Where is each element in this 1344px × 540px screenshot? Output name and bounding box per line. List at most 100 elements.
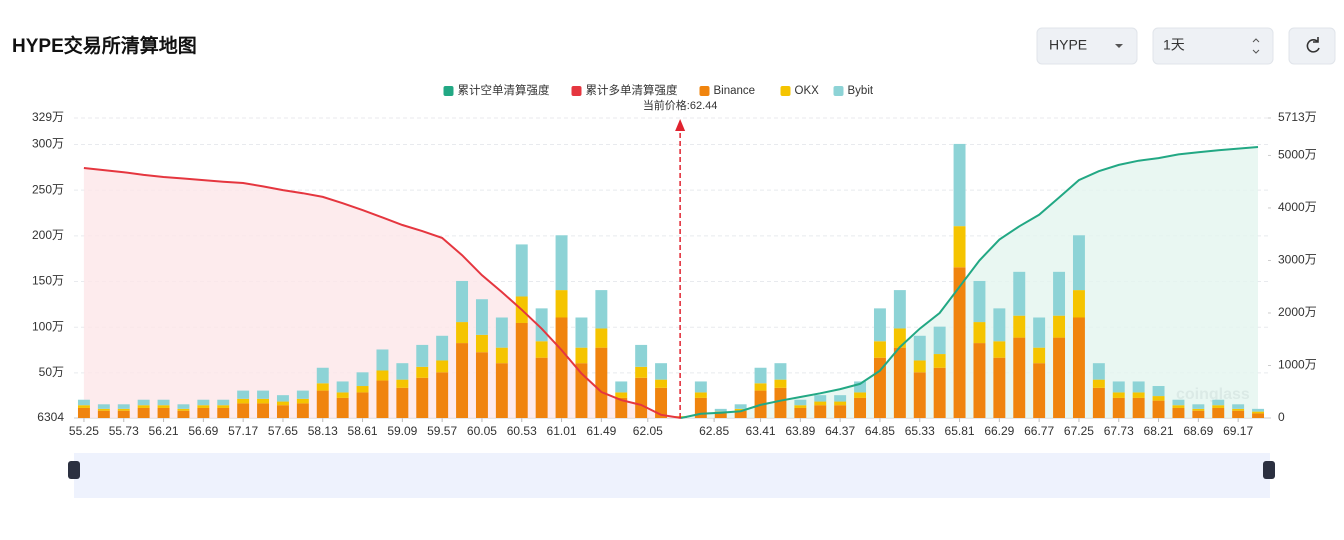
bar-segment (1172, 405, 1185, 408)
bar-segment (873, 308, 886, 342)
x-tick-label: 56.21 (149, 424, 179, 438)
bar-segment (97, 404, 110, 409)
bar-segment (893, 328, 906, 348)
bar-segment (217, 405, 230, 408)
bar-segment (336, 397, 349, 418)
bar-segment (436, 360, 449, 373)
bar-segment (1252, 411, 1265, 414)
bar-segment (296, 403, 309, 418)
bar-segment (655, 387, 668, 418)
bar-segment (416, 366, 429, 378)
bar-segment (197, 399, 210, 406)
x-tick-label: 64.37 (825, 424, 855, 438)
y-tick-label: 50万 (39, 365, 64, 379)
bar-segment (356, 392, 369, 418)
bar-segment (734, 408, 747, 411)
bar-segment (774, 379, 787, 388)
bar-segment (1152, 386, 1165, 397)
bar-segment (635, 377, 648, 418)
bar-segment (595, 328, 608, 348)
x-tick-label: 68.69 (1183, 424, 1213, 438)
y-tick-label: 100万 (32, 319, 64, 333)
bar-segment (993, 308, 1006, 342)
bar-segment (77, 405, 90, 408)
interval-value: 1天 (1163, 37, 1185, 53)
bar-segment (495, 363, 508, 418)
bar-segment (794, 399, 807, 406)
bar-segment (1132, 397, 1145, 418)
bar-segment (1172, 399, 1185, 406)
bar-segment (177, 410, 190, 418)
bar-segment (714, 413, 727, 418)
bar-segment (1053, 337, 1066, 418)
bar-segment (396, 363, 409, 380)
current-price-label: 当前价格:62.44 (643, 98, 718, 112)
bar-segment (933, 326, 946, 355)
bar-segment (734, 410, 747, 418)
x-tick-label: 66.77 (1024, 424, 1054, 438)
interval-select[interactable] (1152, 27, 1274, 65)
symbol-value: HYPE (1049, 37, 1087, 53)
bar-segment (1152, 400, 1165, 418)
bar-segment (475, 334, 488, 353)
bar-segment (814, 401, 827, 406)
bar-segment (774, 387, 787, 418)
bar-segment (117, 410, 130, 418)
bar-segment (475, 352, 488, 418)
nav-handle-left[interactable] (68, 461, 80, 479)
line (680, 146, 1259, 419)
bar-segment (1033, 363, 1046, 418)
bar-segment (794, 407, 807, 418)
x-tick-label: 67.73 (1104, 424, 1134, 438)
x-tick-label: 56.69 (188, 424, 218, 438)
x-tick-label: 63.89 (785, 424, 815, 438)
bar-segment (137, 399, 150, 406)
bar-segment (515, 244, 528, 297)
bar-segment (1192, 408, 1205, 411)
bar-segment (913, 372, 926, 418)
nav-handle-right[interactable] (1263, 461, 1275, 479)
bar-segment (1072, 290, 1085, 318)
bar-segment (117, 404, 130, 409)
bar-segment (834, 395, 847, 402)
refresh-button[interactable] (1288, 27, 1336, 65)
bar-segment (117, 408, 130, 411)
symbol-select[interactable] (1036, 27, 1138, 65)
bar-segment (635, 366, 648, 378)
current-price-arrow (675, 119, 686, 131)
legend-swatch (780, 86, 791, 96)
bar-segment (694, 381, 707, 393)
bar-segment (416, 344, 429, 367)
bar-segment (734, 404, 747, 409)
bar-segment (356, 372, 369, 387)
bar-segment (535, 341, 548, 358)
bar-segment (137, 407, 150, 418)
bar-segment (217, 407, 230, 418)
y-tick-label: 250万 (32, 182, 64, 196)
bar-segment (157, 407, 170, 418)
legend-label: Binance (714, 85, 756, 97)
bar-segment (854, 381, 867, 393)
bar-segment (873, 357, 886, 418)
bar-segment (456, 322, 469, 344)
bar-segment (774, 363, 787, 380)
bar-segment (913, 360, 926, 373)
bar-segment (376, 349, 389, 371)
line-area (681, 147, 1258, 418)
x-tick-label: 65.81 (945, 424, 975, 438)
bar-segment (396, 387, 409, 418)
bar-segment (1172, 407, 1185, 418)
x-tick-label: 57.17 (228, 424, 258, 438)
bar-segment (157, 399, 170, 406)
dropdown-icon (1115, 44, 1123, 48)
x-tick-label: 66.29 (984, 424, 1014, 438)
bar-segment (993, 341, 1006, 358)
bar-segment (1212, 407, 1225, 418)
x-tick-label: 60.53 (507, 424, 537, 438)
y-tick-label: 6304 (37, 410, 64, 424)
bar-segment (177, 408, 190, 411)
y2-tick-label: 3000万 (1278, 253, 1317, 267)
bar-segment (217, 399, 230, 406)
bar-segment (1112, 392, 1125, 398)
